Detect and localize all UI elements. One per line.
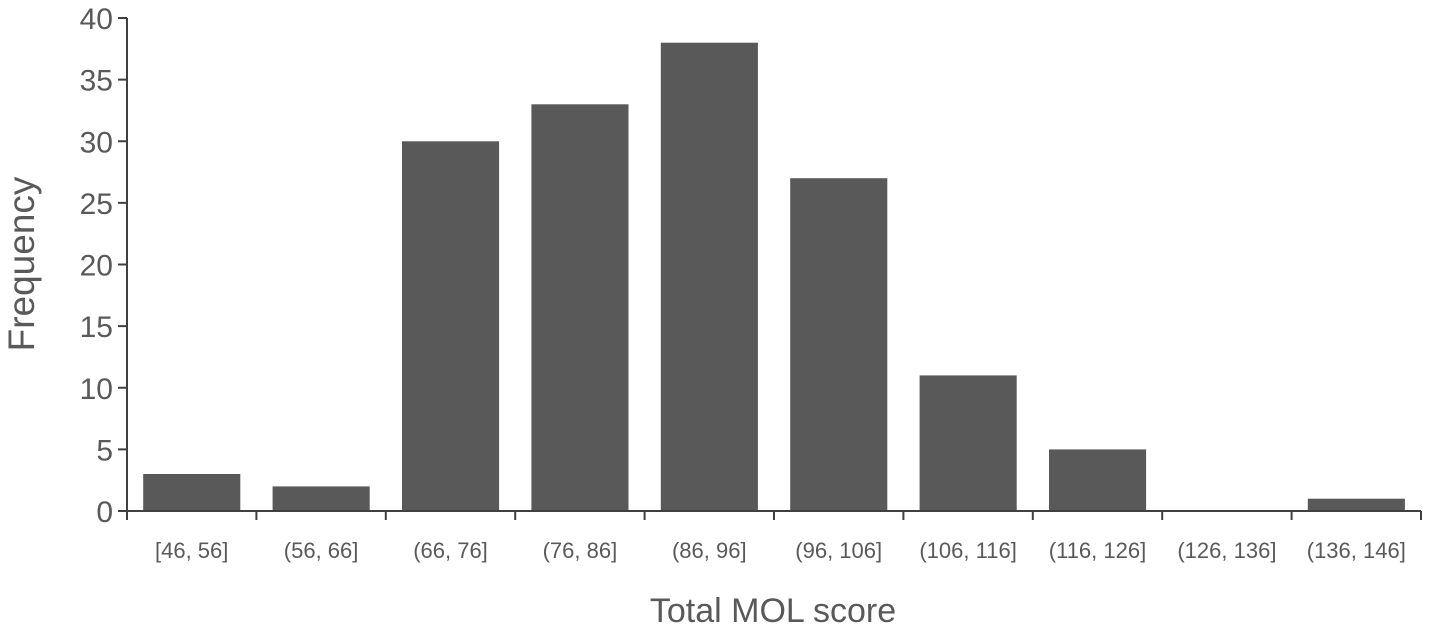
x-tick-label: [46, 56] <box>155 538 228 563</box>
bar <box>1049 449 1147 511</box>
bar <box>143 474 241 511</box>
x-tick-label: (86, 96] <box>672 538 747 563</box>
y-axis-label: Frequency <box>1 176 42 351</box>
x-tick-label: (96, 106] <box>795 538 882 563</box>
bar <box>1307 498 1405 511</box>
y-tick-label: 20 <box>80 250 113 283</box>
x-axis-label: Total MOL score <box>650 592 896 629</box>
y-tick-label: 10 <box>80 373 113 406</box>
bar <box>531 104 629 512</box>
bar <box>272 486 370 511</box>
bar <box>402 141 500 512</box>
y-tick-label: 0 <box>96 496 113 529</box>
x-tick-label: (136, 146] <box>1307 538 1406 563</box>
bar <box>790 178 888 511</box>
y-tick-label: 5 <box>96 434 113 467</box>
bars-group <box>143 42 1405 512</box>
y-tick-label: 35 <box>80 65 113 98</box>
y-axis: 0 5 10 15 20 25 30 35 40 <box>80 3 128 529</box>
y-tick-label: 25 <box>80 188 113 221</box>
bar <box>660 42 758 511</box>
x-tick-label: (106, 116] <box>919 538 1016 563</box>
x-tick-label: (66, 76] <box>413 538 488 563</box>
x-tick-label: (126, 136] <box>1177 538 1276 563</box>
y-tick-label: 15 <box>80 311 113 344</box>
x-axis: [46, 56] (56, 66] (66, 76] (76, 86] (86, 96]… <box>126 510 1422 563</box>
x-tick-label: (56, 66] <box>284 538 359 563</box>
y-tick-label: 30 <box>80 126 113 159</box>
x-tick-label: (76, 86] <box>543 538 618 563</box>
y-tick-label: 40 <box>80 3 113 36</box>
bar <box>919 375 1017 511</box>
x-tick-label: (116, 126] <box>1049 538 1146 563</box>
